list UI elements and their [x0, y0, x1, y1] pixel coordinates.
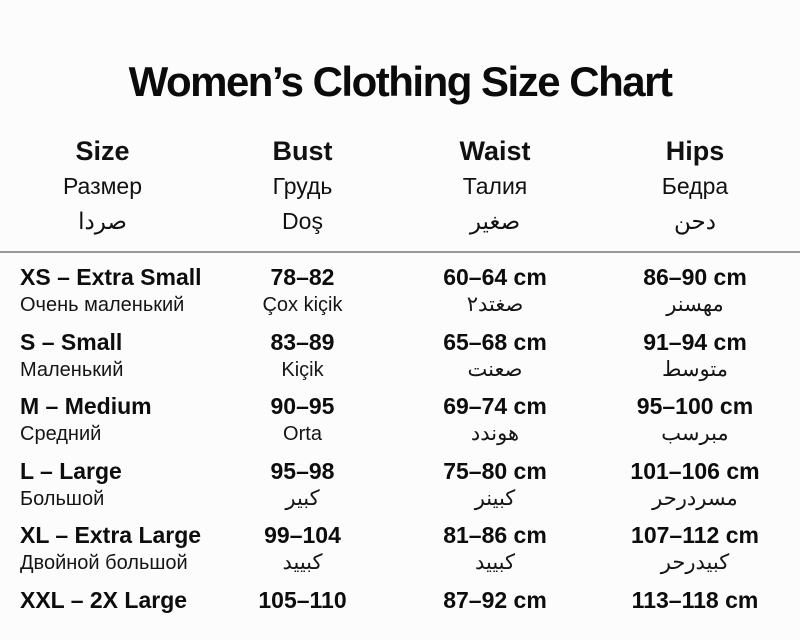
hips-header-ar: دحن — [674, 208, 716, 235]
waist-translation: كبينر — [474, 486, 516, 510]
column-header-waist: Waist Талия صغير — [400, 134, 590, 239]
waist-value: 81–86 cm — [443, 522, 547, 549]
table-row: XS – Extra Small Очень маленький 78–82 Ç… — [0, 253, 800, 318]
waist-cell: 81–86 cm كبييد — [400, 520, 590, 576]
size-value: XS – Extra Small — [20, 264, 202, 291]
waist-value: 87–92 cm — [443, 586, 547, 613]
size-chart-table: Size Размер صردا Bust Грудь Doş Waist Та… — [0, 134, 800, 640]
hips-header-en: Hips — [665, 136, 725, 167]
table-row: M – Medium Средний 90–95 Orta 69–74 cm ه… — [0, 382, 800, 447]
bust-translation: Çox kiçik — [262, 294, 343, 317]
waist-header-en: Waist — [459, 136, 531, 167]
table-row: XL – Extra Large Двойной большой 99–104 … — [0, 511, 800, 576]
bust-value: 99–104 — [264, 522, 341, 549]
table-header-row: Size Размер صردا Bust Грудь Doş Waist Та… — [0, 134, 800, 254]
size-value: S – Small — [20, 328, 123, 355]
hips-cell: 95–100 cm مبرسب — [590, 391, 800, 447]
hips-cell: 101–106 cm مسردرحر — [590, 456, 800, 512]
column-header-size: Size Размер صردا — [0, 134, 205, 239]
waist-cell: 69–74 cm هوندد — [400, 391, 590, 447]
size-cell: S – Small Маленький — [0, 327, 205, 383]
size-translation: Маленький — [20, 358, 124, 381]
bust-header-az: Doş — [282, 208, 323, 235]
hips-cell: 91–94 cm متوسط — [590, 327, 800, 383]
bust-cell: 90–95 Orta — [205, 391, 400, 447]
hips-translation: متوسط — [662, 357, 728, 381]
bust-translation: كبييد — [282, 551, 323, 575]
hips-value: 86–90 cm — [643, 264, 747, 291]
bust-translation: Kiçik — [281, 358, 324, 381]
bust-cell: 99–104 كبييد — [205, 520, 400, 576]
hips-value: 91–94 cm — [643, 328, 747, 355]
bust-cell: 83–89 Kiçik — [205, 327, 400, 383]
table-row: S – Small Маленький 83–89 Kiçik 65–68 cm… — [0, 318, 800, 383]
bust-value: 83–89 — [270, 328, 335, 355]
bust-value: 105–110 — [258, 586, 347, 613]
table-row: L – Large Большой 95–98 كبير 75–80 cm كب… — [0, 447, 800, 512]
bust-header-en: Bust — [272, 136, 333, 167]
waist-translation: صغتد٢ — [466, 293, 524, 317]
size-value: XXL – 2X Large — [20, 586, 188, 613]
size-value: XL – Extra Large — [20, 522, 202, 549]
waist-translation: كبييد — [474, 551, 516, 575]
hips-cell: 113–118 cm — [590, 585, 800, 640]
waist-value: 60–64 cm — [443, 264, 547, 291]
hips-translation: مبرسب — [661, 422, 729, 446]
bust-value: 90–95 — [270, 393, 335, 420]
table-row: XXL – 2X Large 105–110 87–92 cm 113–118 … — [0, 576, 800, 640]
hips-translation: كبيدرحر — [660, 551, 730, 575]
waist-translation: هوندد — [470, 422, 520, 446]
size-value: M – Medium — [20, 393, 152, 420]
size-value: L – Large — [20, 457, 122, 484]
hips-value: 95–100 cm — [636, 393, 754, 420]
size-translation: Очень маленький — [20, 294, 185, 317]
hips-translation: مهسنر — [666, 293, 724, 317]
size-cell: L – Large Большой — [0, 456, 205, 512]
waist-value: 65–68 cm — [443, 328, 547, 355]
waist-value: 69–74 cm — [443, 393, 547, 420]
bust-value: 78–82 — [270, 264, 335, 291]
bust-translation: كبير — [285, 486, 320, 510]
waist-cell: 87–92 cm — [400, 585, 590, 640]
size-cell: XXL – 2X Large — [0, 585, 205, 640]
bust-cell: 105–110 — [205, 585, 400, 640]
size-cell: XS – Extra Small Очень маленький — [0, 262, 205, 318]
size-header-ar: صردا — [78, 208, 127, 235]
bust-value: 95–98 — [270, 457, 335, 484]
waist-header-ru: Талия — [462, 173, 528, 200]
waist-cell: 75–80 cm كبينر — [400, 456, 590, 512]
waist-translation: صعنت — [467, 357, 523, 381]
size-header-ru: Размер — [62, 173, 143, 200]
bust-translation: Orta — [283, 423, 322, 446]
waist-cell: 65–68 cm صعنت — [400, 327, 590, 383]
size-translation: Средний — [20, 423, 102, 446]
column-header-bust: Bust Грудь Doş — [205, 134, 400, 239]
size-header-en: Size — [75, 136, 130, 167]
hips-value: 113–118 cm — [631, 586, 759, 613]
bust-cell: 78–82 Çox kiçik — [205, 262, 400, 318]
hips-cell: 107–112 cm كبيدرحر — [590, 520, 800, 576]
size-cell: XL – Extra Large Двойной большой — [0, 520, 205, 576]
size-cell: M – Medium Средний — [0, 391, 205, 447]
column-header-hips: Hips Бедра دحن — [590, 134, 800, 239]
hips-value: 101–106 cm — [630, 457, 760, 484]
waist-value: 75–80 cm — [443, 457, 547, 484]
hips-header-ru: Бедра — [661, 173, 729, 200]
hips-cell: 86–90 cm مهسنر — [590, 262, 800, 318]
size-translation: Большой — [20, 487, 105, 510]
size-translation: Двойной большой — [20, 552, 188, 575]
hips-value: 107–112 cm — [631, 522, 759, 549]
bust-header-ru: Грудь — [272, 173, 333, 200]
page-title: Women’s Clothing Size Chart — [128, 58, 673, 106]
waist-cell: 60–64 cm صغتد٢ — [400, 262, 590, 318]
waist-header-ar: صغير — [469, 208, 521, 235]
bust-cell: 95–98 كبير — [205, 456, 400, 512]
hips-translation: مسردرحر — [652, 486, 738, 510]
